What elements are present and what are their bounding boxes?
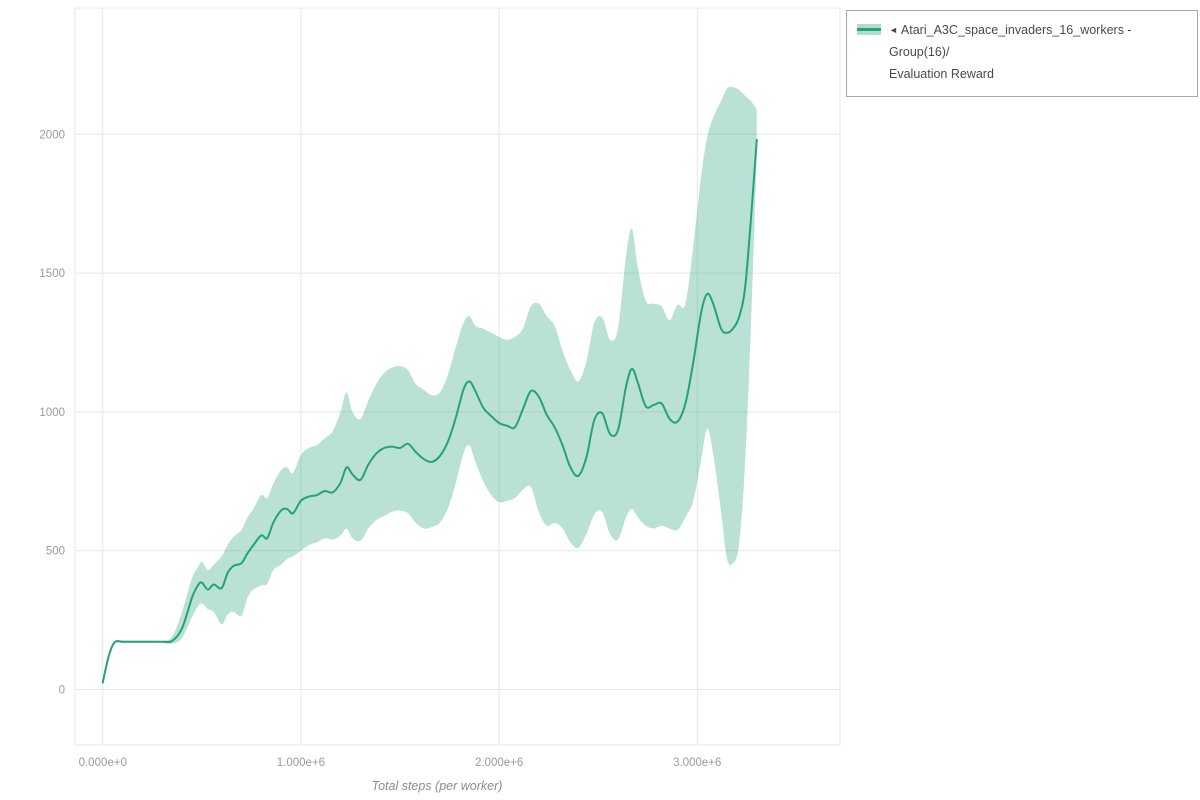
- series-swatch-line-icon: [857, 28, 881, 31]
- series-name-line2: Evaluation Reward: [889, 66, 994, 81]
- x-tick-label: 2.000e+6: [475, 757, 523, 769]
- plot-border: [74, 7, 841, 746]
- x-tick-label: 3.000e+6: [673, 757, 721, 769]
- x-axis-label: Total steps (per worker): [372, 779, 503, 793]
- x-tick-label: 0.000e+0: [79, 757, 127, 769]
- legend-box[interactable]: ◄ Atari_A3C_space_invaders_16_workers - G…: [846, 10, 1198, 97]
- x-tick-label: 1.000e+6: [277, 757, 325, 769]
- y-tick-label: 500: [46, 546, 65, 558]
- evaluation-reward-chart: 0.000e+0 1.000e+6 2.000e+6 3.000e+6 0 500 1000…: [39, 7, 841, 793]
- y-tick-label: 1000: [39, 407, 65, 419]
- y-tick-label: 2000: [39, 129, 65, 141]
- collapse-arrow-icon[interactable]: ◄: [889, 25, 898, 35]
- series-swatch-icon: [857, 24, 881, 35]
- series-label: ◄ Atari_A3C_space_invaders_16_workers - G…: [889, 20, 1187, 86]
- y-tick-label: 1500: [39, 268, 65, 280]
- mean-line: [101, 138, 758, 684]
- confidence-band: [102, 86, 757, 683]
- y-tick-label: 0: [59, 684, 65, 696]
- series-name-line1: Atari_A3C_space_invaders_16_workers - Gr…: [889, 23, 1132, 59]
